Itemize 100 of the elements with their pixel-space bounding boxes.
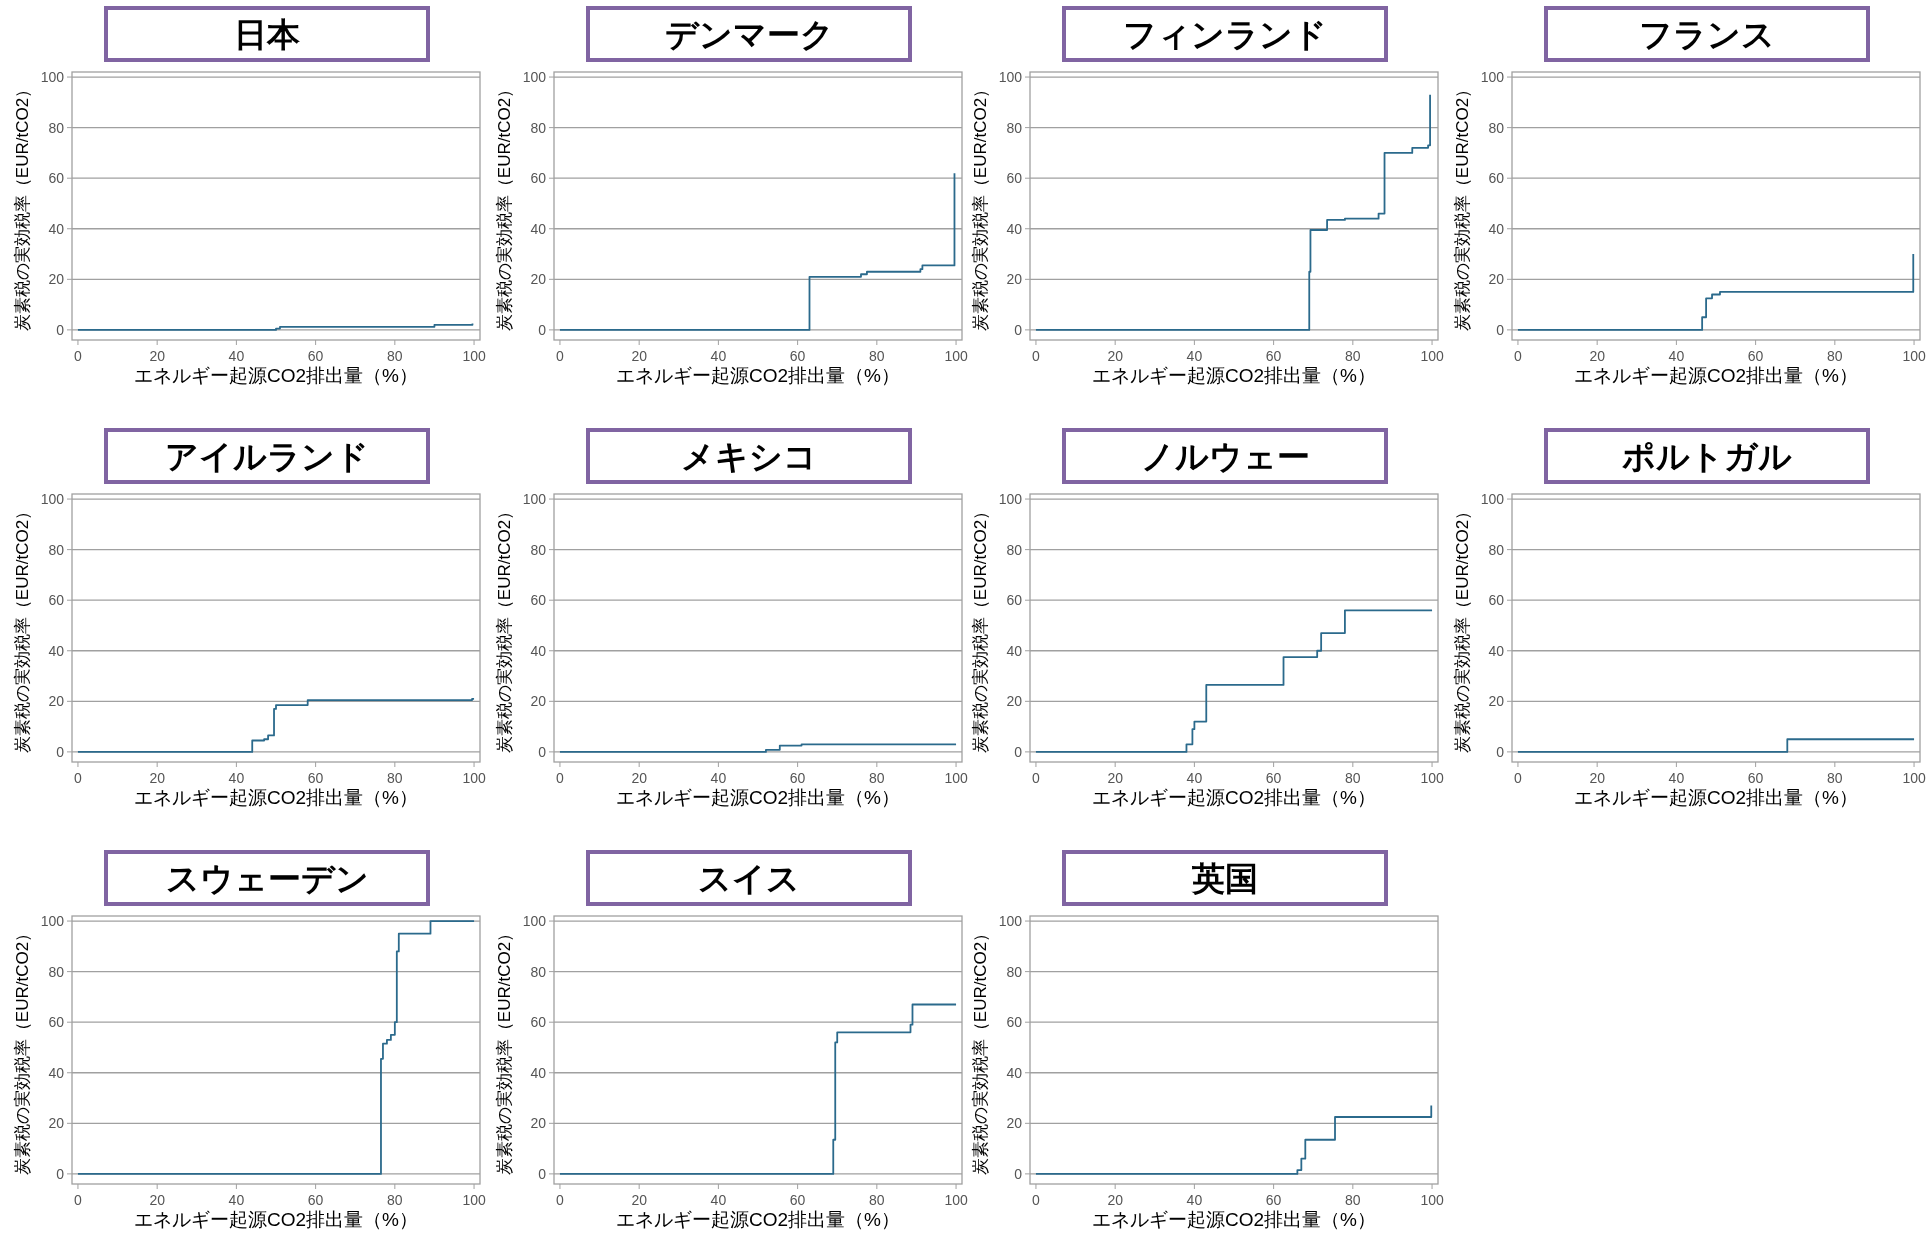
y-tick-label: 100 <box>40 69 65 86</box>
y-axis-title: 炭素税の実効税率（EUR/tCO2） <box>971 502 990 754</box>
x-tick-label: 20 <box>1589 770 1606 786</box>
y-tick-label: 40 <box>48 220 65 237</box>
x-tick-label: 60 <box>1747 770 1764 786</box>
y-tick-label: 80 <box>530 963 547 980</box>
chart-title: スイス <box>698 860 800 897</box>
x-tick-label: 20 <box>149 348 166 364</box>
y-tick-label: 0 <box>538 1165 547 1182</box>
y-tick-label: 0 <box>1496 743 1505 760</box>
x-tick-label: 100 <box>944 1192 968 1208</box>
x-tick-label: 100 <box>1420 348 1444 364</box>
y-tick-label: 20 <box>530 271 547 288</box>
y-tick-label: 60 <box>48 1014 65 1031</box>
y-tick-label: 60 <box>1006 170 1023 187</box>
y-tick-label: 100 <box>998 913 1023 930</box>
chart-title: スウェーデン <box>165 860 369 897</box>
x-tick-label: 80 <box>387 348 403 364</box>
y-tick-label: 60 <box>48 170 65 187</box>
y-tick-label: 0 <box>56 1165 65 1182</box>
chart-title: 英国 <box>1191 860 1258 897</box>
x-tick-label: 80 <box>1345 770 1361 786</box>
x-tick-label: 100 <box>944 348 968 364</box>
y-tick-label: 0 <box>56 743 65 760</box>
y-tick-label: 40 <box>48 642 65 659</box>
x-tick-label: 40 <box>1668 348 1685 364</box>
y-tick-label: 80 <box>530 541 547 558</box>
chart-title: フィンランド <box>1123 16 1327 53</box>
x-tick-label: 100 <box>1902 770 1926 786</box>
x-axis-title: エネルギー起源CO2排出量（%） <box>616 787 900 808</box>
x-tick-label: 0 <box>1514 348 1523 364</box>
x-tick-label: 40 <box>1186 348 1203 364</box>
y-tick-label: 60 <box>530 170 547 187</box>
y-tick-label: 80 <box>1006 541 1023 558</box>
x-tick-label: 100 <box>1420 1192 1444 1208</box>
x-tick-label: 20 <box>631 770 648 786</box>
x-tick-label: 100 <box>944 770 968 786</box>
x-axis-title: エネルギー起源CO2排出量（%） <box>1574 365 1858 386</box>
y-tick-label: 100 <box>522 69 547 86</box>
y-tick-label: 80 <box>530 119 547 136</box>
x-tick-label: 20 <box>1107 770 1124 786</box>
x-tick-label: 40 <box>1668 770 1685 786</box>
x-axis-title: エネルギー起源CO2排出量（%） <box>616 1209 900 1230</box>
x-tick-label: 0 <box>556 348 565 364</box>
y-tick-label: 0 <box>538 321 547 338</box>
y-tick-label: 20 <box>1488 271 1505 288</box>
x-tick-label: 0 <box>74 348 83 364</box>
y-axis-title: 炭素税の実効税率（EUR/tCO2） <box>13 80 32 332</box>
x-tick-label: 40 <box>1186 770 1203 786</box>
y-tick-label: 80 <box>1488 541 1505 558</box>
x-tick-label: 40 <box>710 1192 727 1208</box>
x-tick-label: 80 <box>869 1192 885 1208</box>
x-tick-label: 0 <box>1514 770 1523 786</box>
y-tick-label: 20 <box>1488 693 1505 710</box>
x-tick-label: 100 <box>462 770 486 786</box>
x-tick-label: 60 <box>307 1192 324 1208</box>
x-tick-label: 60 <box>1265 348 1282 364</box>
x-tick-label: 60 <box>1747 348 1764 364</box>
x-axis-title: エネルギー起源CO2排出量（%） <box>1574 787 1858 808</box>
y-tick-label: 100 <box>998 69 1023 86</box>
y-axis-title: 炭素税の実効税率（EUR/tCO2） <box>495 502 514 754</box>
y-tick-label: 0 <box>1014 1165 1023 1182</box>
x-tick-label: 80 <box>387 1192 403 1208</box>
y-tick-label: 40 <box>1488 220 1505 237</box>
x-tick-label: 0 <box>1032 348 1041 364</box>
y-axis-title: 炭素税の実効税率（EUR/tCO2） <box>971 80 990 332</box>
y-tick-label: 80 <box>48 119 65 136</box>
x-axis-title: エネルギー起源CO2排出量（%） <box>1092 1209 1376 1230</box>
chart-title: フランス <box>1639 16 1775 53</box>
chart-title: アイルランド <box>165 438 369 475</box>
y-tick-label: 60 <box>530 592 547 609</box>
y-tick-label: 60 <box>1006 592 1023 609</box>
y-axis-title: 炭素税の実効税率（EUR/tCO2） <box>13 924 32 1176</box>
y-tick-label: 80 <box>1488 119 1505 136</box>
y-tick-label: 20 <box>530 1115 547 1132</box>
x-tick-label: 100 <box>1902 348 1926 364</box>
y-tick-label: 40 <box>530 220 547 237</box>
y-tick-label: 100 <box>998 491 1023 508</box>
x-tick-label: 20 <box>1107 1192 1124 1208</box>
y-tick-label: 80 <box>1006 963 1023 980</box>
x-axis-title: エネルギー起源CO2排出量（%） <box>134 1209 418 1230</box>
x-tick-label: 40 <box>228 770 245 786</box>
y-tick-label: 60 <box>1488 170 1505 187</box>
x-tick-label: 0 <box>74 1192 83 1208</box>
x-tick-label: 40 <box>1186 1192 1203 1208</box>
y-tick-label: 40 <box>1006 1064 1023 1081</box>
x-tick-label: 0 <box>74 770 83 786</box>
y-axis-title: 炭素税の実効税率（EUR/tCO2） <box>495 80 514 332</box>
x-tick-label: 60 <box>307 348 324 364</box>
x-tick-label: 20 <box>1589 348 1606 364</box>
y-tick-label: 60 <box>530 1014 547 1031</box>
x-tick-label: 80 <box>1345 1192 1361 1208</box>
x-tick-label: 40 <box>228 1192 245 1208</box>
y-tick-label: 80 <box>48 541 65 558</box>
x-axis-title: エネルギー起源CO2排出量（%） <box>134 787 418 808</box>
y-tick-label: 40 <box>1006 642 1023 659</box>
y-tick-label: 100 <box>1480 69 1505 86</box>
x-tick-label: 0 <box>556 1192 565 1208</box>
x-tick-label: 20 <box>631 1192 648 1208</box>
x-tick-label: 60 <box>1265 1192 1282 1208</box>
